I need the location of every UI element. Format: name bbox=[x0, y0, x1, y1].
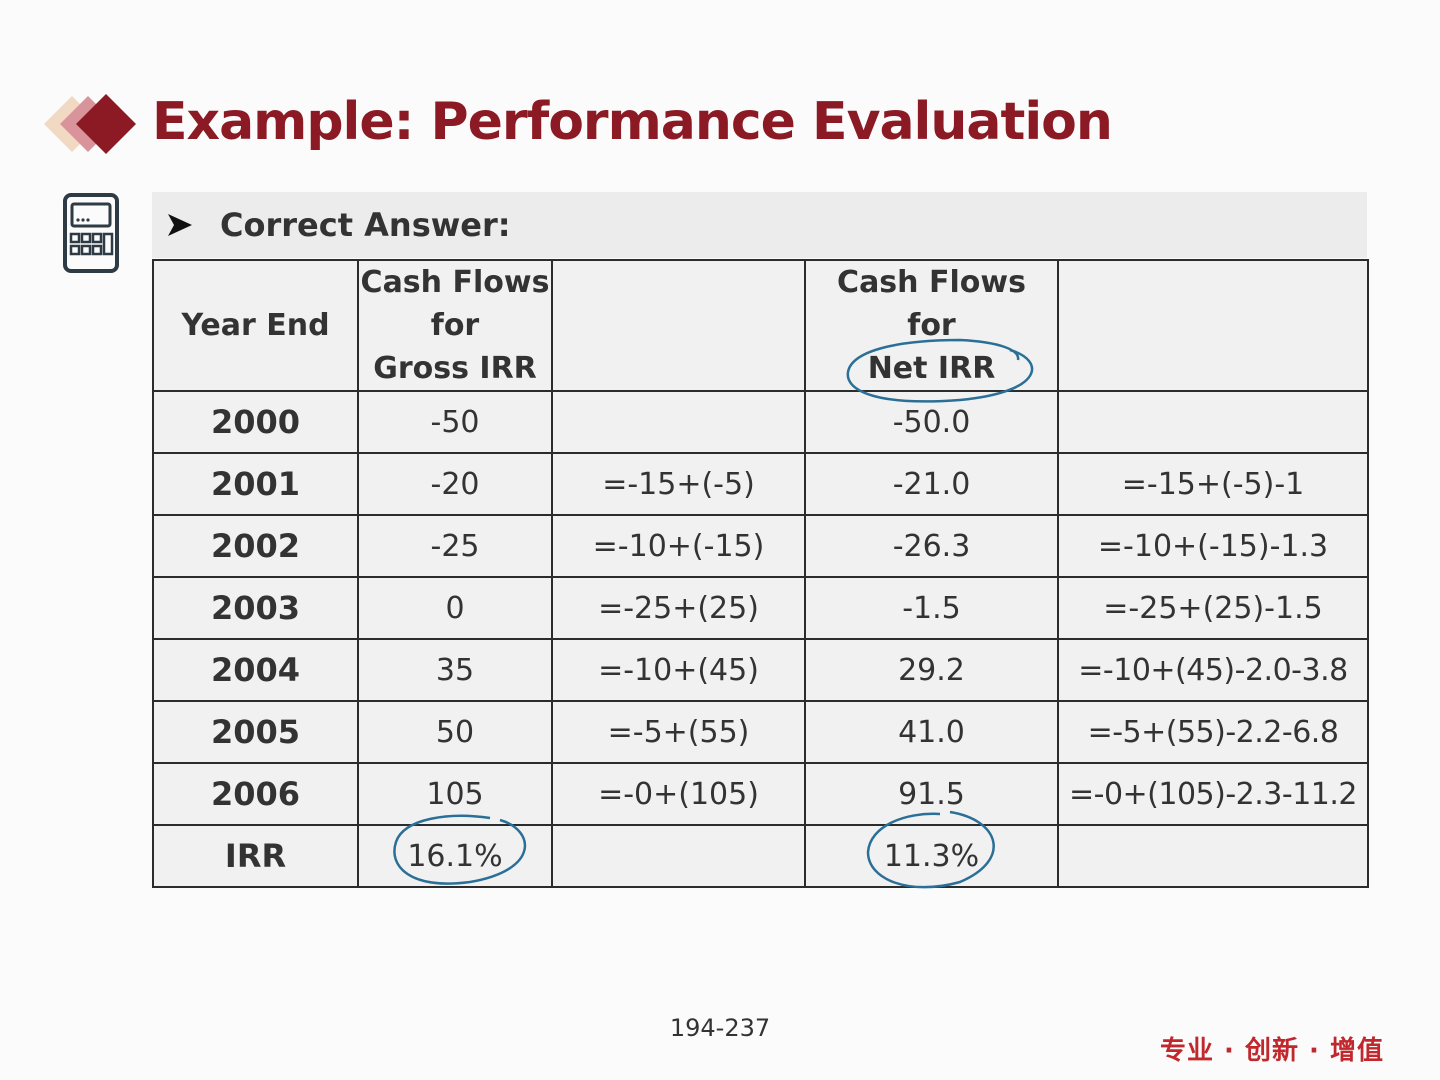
table-row: 2006 105 =-0+(105) 91.5 =-0+(105)-2.3-11… bbox=[152, 762, 1369, 826]
slogan: 专业 · 创新 · 增值 bbox=[1160, 1036, 1384, 1066]
header-gross-irr: Cash Flows for Gross IRR bbox=[357, 259, 553, 392]
header-net-irr: Cash Flows for Net IRR bbox=[804, 259, 1059, 392]
table-row: 2004 35 =-10+(45) 29.2 =-10+(45)-2.0-3.8 bbox=[152, 638, 1369, 702]
table-row: 2001 -20 =-15+(-5) -21.0 =-15+(-5)-1 bbox=[152, 452, 1369, 516]
gross-formula-cell bbox=[551, 824, 806, 888]
answer-label: Correct Answer: bbox=[220, 206, 511, 244]
header-blank-2 bbox=[1057, 259, 1369, 392]
net-formula-cell: =-15+(-5)-1 bbox=[1057, 452, 1369, 516]
page-number: 194-237 bbox=[669, 1014, 771, 1042]
table-row: 2002 -25 =-10+(-15) -26.3 =-10+(-15)-1.3 bbox=[152, 514, 1369, 578]
year-cell: 2000 bbox=[152, 390, 359, 454]
net-formula-cell bbox=[1057, 824, 1369, 888]
gross-formula-cell: =-25+(25) bbox=[551, 576, 806, 640]
slide-title: Example: Performance Evaluation bbox=[152, 92, 1113, 152]
net-formula-cell: =-10+(45)-2.0-3.8 bbox=[1057, 638, 1369, 702]
year-cell: 2003 bbox=[152, 576, 359, 640]
year-cell: 2006 bbox=[152, 762, 359, 826]
net-cell: -50.0 bbox=[804, 390, 1059, 454]
net-cell: -21.0 bbox=[804, 452, 1059, 516]
header-gross-line-3: Gross IRR bbox=[373, 351, 537, 386]
net-cell: 29.2 bbox=[804, 638, 1059, 702]
header-gross-line-2: for bbox=[430, 308, 480, 343]
gross-irr-value: 16.1% bbox=[357, 824, 553, 888]
calculator-icon bbox=[63, 193, 119, 273]
net-irr-value: 11.3% bbox=[804, 824, 1059, 888]
year-cell: 2001 bbox=[152, 452, 359, 516]
arrow-bullet-icon bbox=[168, 214, 192, 236]
gross-formula-cell bbox=[551, 390, 806, 454]
gross-cell: 50 bbox=[357, 700, 553, 764]
gross-cell: 105 bbox=[357, 762, 553, 826]
table-header-row: Year End Cash Flows for Gross IRR Cash F… bbox=[152, 259, 1369, 392]
year-cell: 2004 bbox=[152, 638, 359, 702]
table-row: 2005 50 =-5+(55) 41.0 =-5+(55)-2.2-6.8 bbox=[152, 700, 1369, 764]
gross-formula-cell: =-5+(55) bbox=[551, 700, 806, 764]
header-year-end: Year End bbox=[152, 259, 359, 392]
irr-label-cell: IRR bbox=[152, 824, 359, 888]
table-row: 2003 0 =-25+(25) -1.5 =-25+(25)-1.5 bbox=[152, 576, 1369, 640]
net-cell: -26.3 bbox=[804, 514, 1059, 578]
answer-bar bbox=[152, 192, 1367, 258]
gross-cell: -50 bbox=[357, 390, 553, 454]
gross-cell: 0 bbox=[357, 576, 553, 640]
net-cell: 91.5 bbox=[804, 762, 1059, 826]
header-net-line-3: Net IRR bbox=[867, 351, 996, 386]
year-cell: 2002 bbox=[152, 514, 359, 578]
cash-flow-table: Year End Cash Flows for Gross IRR Cash F… bbox=[152, 259, 1369, 888]
gross-formula-cell: =-15+(-5) bbox=[551, 452, 806, 516]
gross-formula-cell: =-10+(45) bbox=[551, 638, 806, 702]
gross-cell: 35 bbox=[357, 638, 553, 702]
header-net-line-1: Cash Flows bbox=[837, 265, 1026, 300]
header-net-line-2: for bbox=[907, 308, 956, 343]
year-cell: 2005 bbox=[152, 700, 359, 764]
header-gross-line-1: Cash Flows bbox=[360, 265, 550, 300]
gross-cell: -20 bbox=[357, 452, 553, 516]
gross-cell: -25 bbox=[357, 514, 553, 578]
irr-row: IRR 16.1% 11.3% bbox=[152, 824, 1369, 888]
net-formula-cell: =-25+(25)-1.5 bbox=[1057, 576, 1369, 640]
table-row: 2000 -50 -50.0 bbox=[152, 390, 1369, 454]
net-formula-cell bbox=[1057, 390, 1369, 454]
diamond-logo-icon bbox=[44, 94, 136, 154]
net-formula-cell: =-10+(-15)-1.3 bbox=[1057, 514, 1369, 578]
net-cell: 41.0 bbox=[804, 700, 1059, 764]
gross-formula-cell: =-10+(-15) bbox=[551, 514, 806, 578]
header-blank-1 bbox=[551, 259, 806, 392]
net-formula-cell: =-0+(105)-2.3-11.2 bbox=[1057, 762, 1369, 826]
gross-formula-cell: =-0+(105) bbox=[551, 762, 806, 826]
net-cell: -1.5 bbox=[804, 576, 1059, 640]
net-formula-cell: =-5+(55)-2.2-6.8 bbox=[1057, 700, 1369, 764]
